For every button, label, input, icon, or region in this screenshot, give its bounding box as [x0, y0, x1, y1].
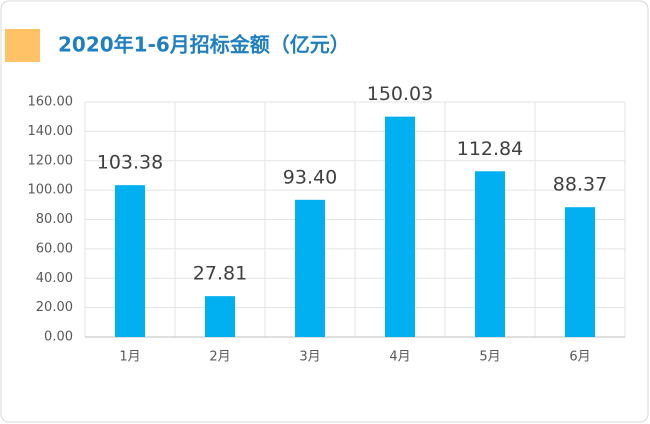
value-label: 112.84 — [457, 138, 523, 160]
y-tick-label: 80.00 — [36, 212, 73, 227]
bar — [205, 296, 235, 337]
x-tick-label: 4月 — [389, 350, 410, 365]
chart-title: 2020年1-6月招标金额（亿元） — [58, 33, 350, 57]
x-tick-label: 5月 — [479, 350, 500, 365]
x-tick-label: 3月 — [299, 350, 320, 365]
bar — [565, 207, 595, 337]
y-tick-label: 120.00 — [28, 153, 74, 168]
x-tick-label: 1月 — [119, 350, 140, 365]
bar — [385, 116, 415, 338]
bar — [295, 199, 325, 337]
title-icon — [5, 29, 40, 62]
value-label: 150.03 — [367, 83, 433, 105]
bar — [475, 171, 505, 337]
bar — [115, 185, 145, 337]
y-tick-label: 0.00 — [44, 330, 73, 345]
x-tick-label: 6月 — [569, 350, 590, 365]
y-tick-label: 40.00 — [36, 271, 73, 286]
y-tick-label: 60.00 — [36, 241, 73, 256]
value-label: 103.38 — [97, 152, 163, 174]
y-tick-label: 140.00 — [28, 124, 74, 139]
value-label: 88.37 — [553, 174, 607, 196]
x-tick-label: 2月 — [209, 350, 230, 365]
value-label: 93.40 — [283, 166, 337, 188]
y-tick-label: 160.00 — [28, 95, 74, 110]
y-tick-label: 20.00 — [36, 300, 73, 315]
value-label: 27.81 — [193, 263, 247, 285]
y-tick-label: 100.00 — [28, 183, 74, 198]
